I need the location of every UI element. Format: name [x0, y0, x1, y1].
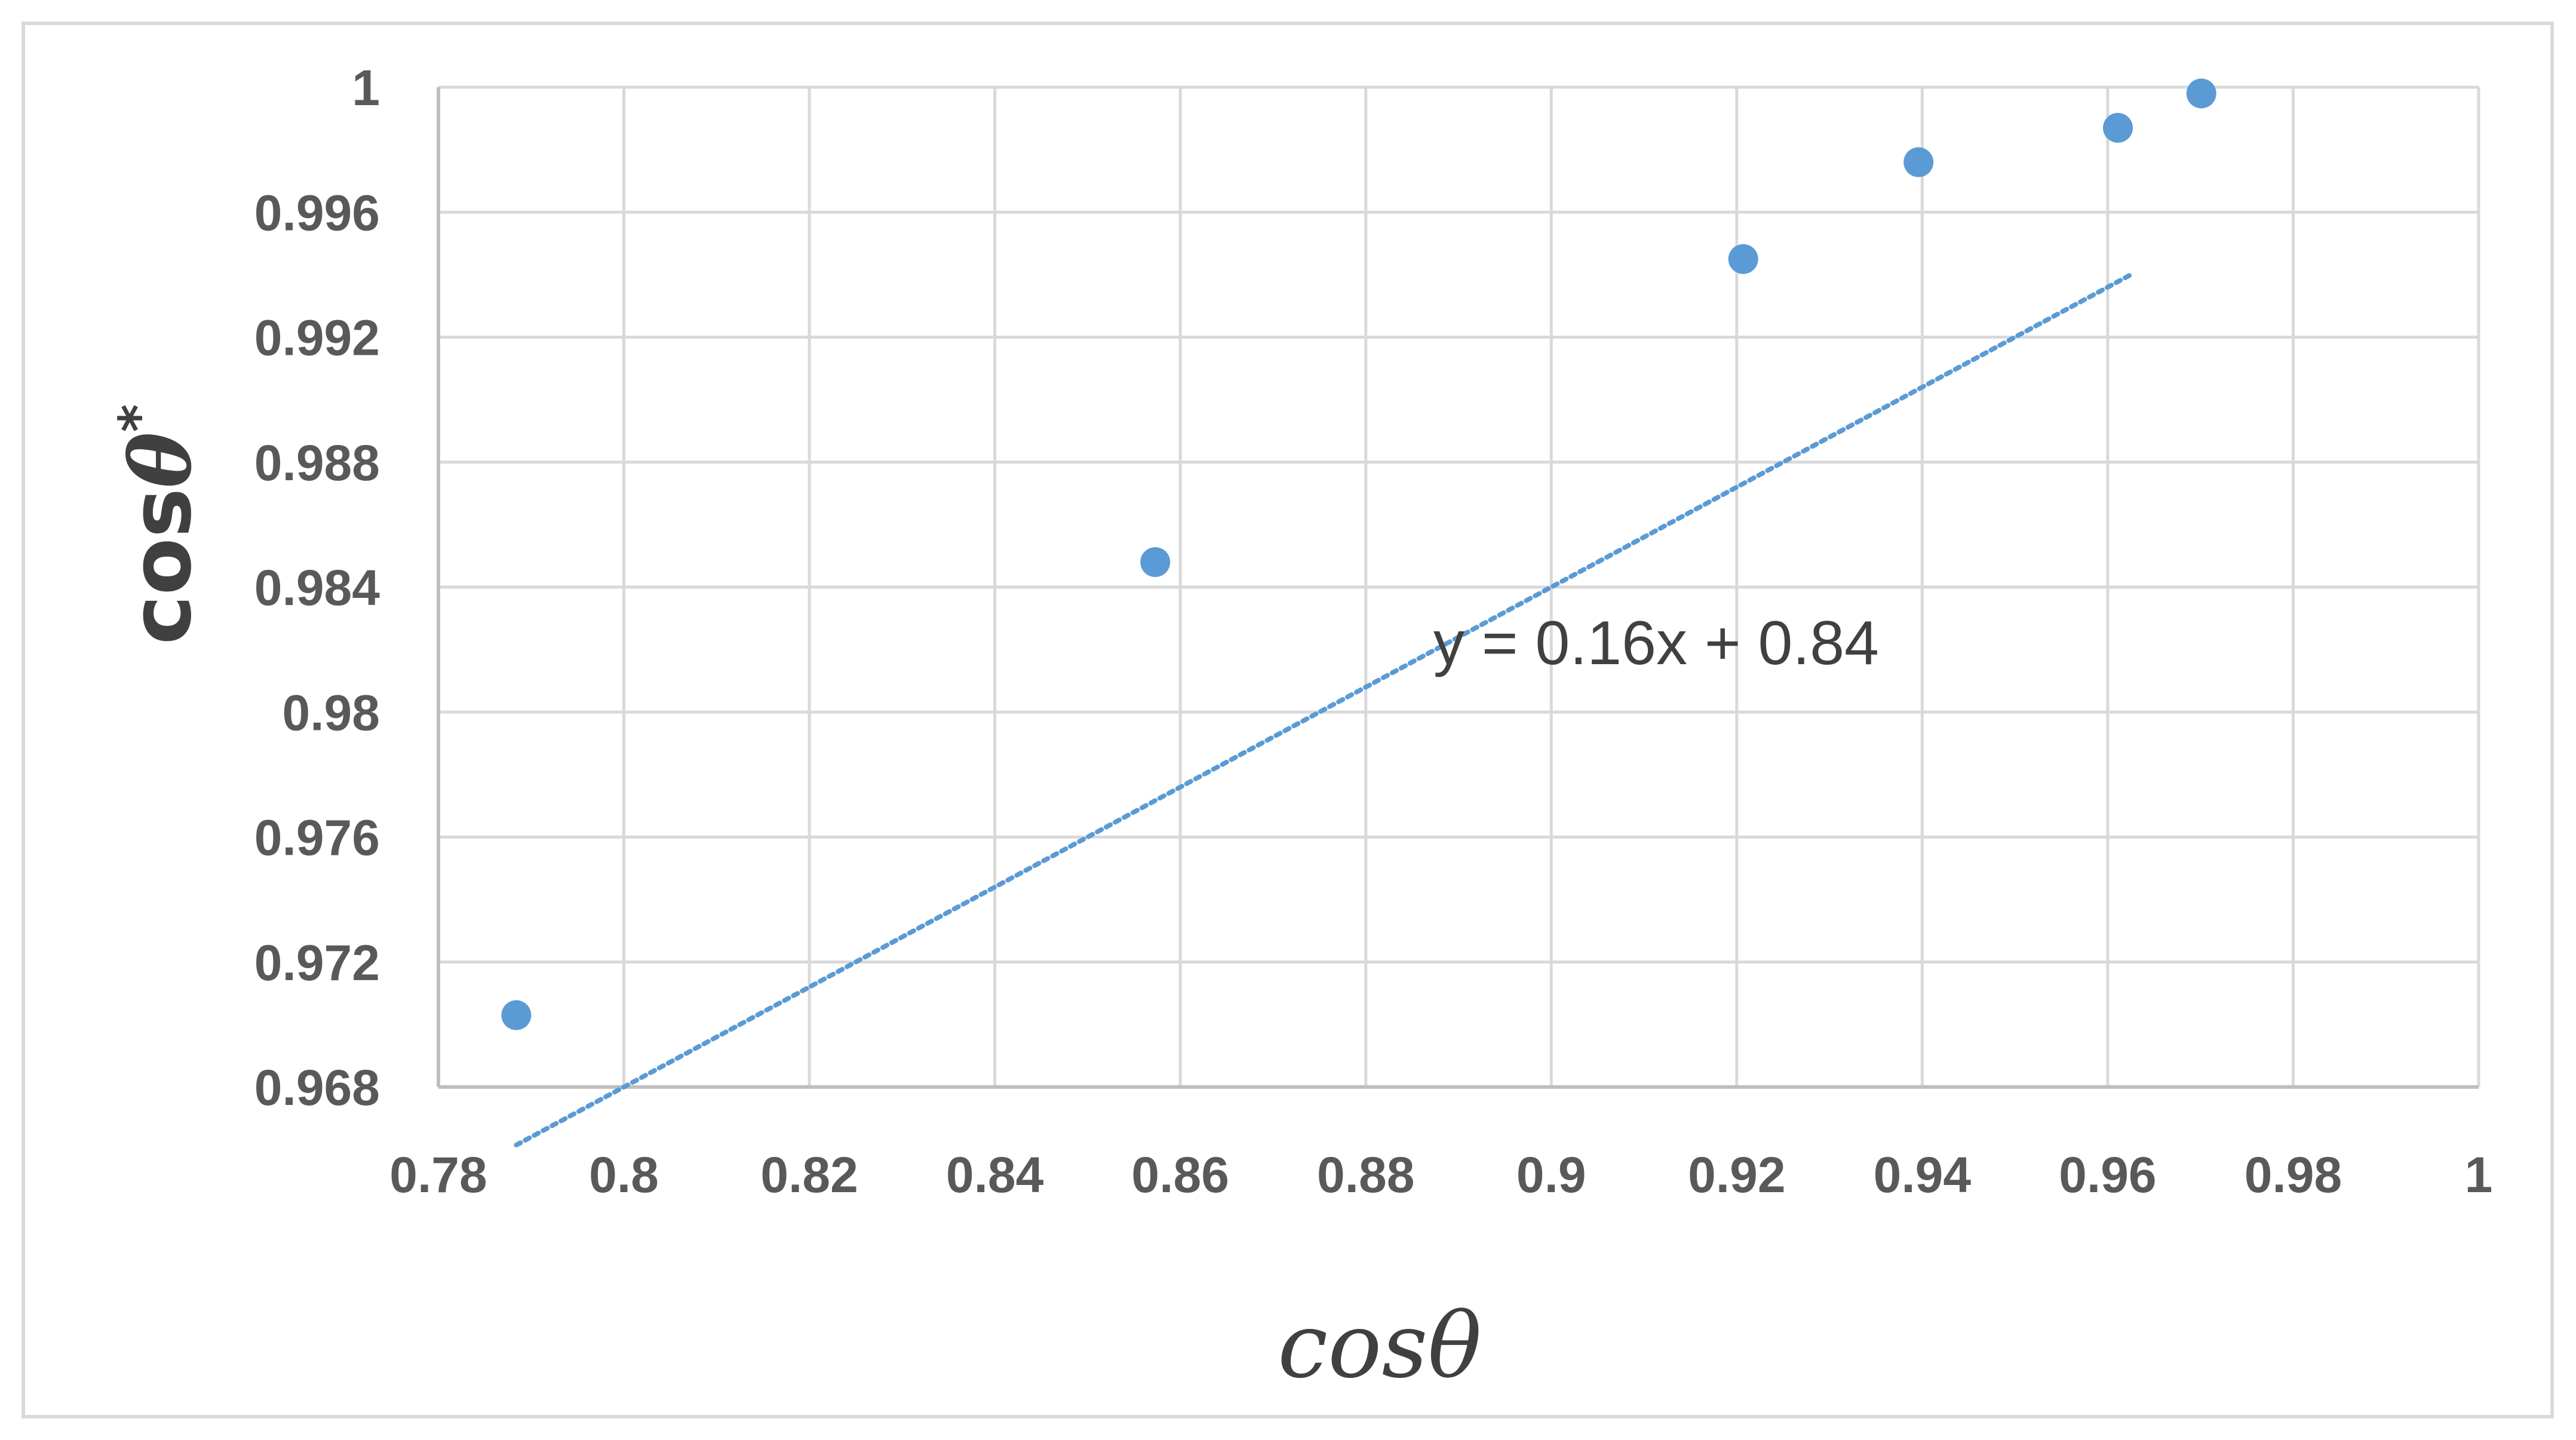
y-tick-label: 0.988	[254, 435, 380, 491]
x-tick-label: 0.96	[2059, 1147, 2157, 1203]
y-tick-label: 0.976	[254, 810, 380, 866]
tick-labels: 0.78 0.8 0.82 0.84 0.86 0.88 0.9 0.92 0.94 0.96 0.…	[254, 60, 2493, 1203]
y-tick-label: 0.992	[254, 310, 380, 366]
trendline	[514, 271, 2135, 1148]
data-point	[2102, 113, 2133, 143]
x-tick-label: 0.86	[1131, 1147, 1229, 1203]
data-point	[501, 1000, 532, 1030]
y-axis-title-superscript: *	[108, 404, 170, 432]
data-points	[501, 78, 2216, 1030]
y-tick-label: 0.996	[254, 185, 380, 241]
x-tick-label: 0.84	[946, 1147, 1044, 1203]
y-tick-label: 0.968	[254, 1060, 380, 1116]
axes	[437, 87, 2479, 1089]
y-tick-label: 1	[352, 60, 380, 116]
x-tick-label: 0.88	[1317, 1147, 1415, 1203]
x-tick-label: 0.78	[389, 1147, 487, 1203]
data-point	[1728, 244, 1758, 274]
trendline-equation: y = 0.16x + 0.84	[1433, 609, 1879, 678]
data-point	[1903, 147, 1934, 177]
trendline-line	[514, 271, 2135, 1148]
y-tick-label: 0.98	[283, 684, 380, 741]
x-tick-label: 0.82	[760, 1147, 858, 1203]
data-point	[1140, 547, 1171, 578]
y-axis-title-base: cos	[113, 488, 210, 645]
x-tick-label: 0.98	[2245, 1147, 2342, 1203]
x-tick-label: 0.9	[1516, 1147, 1586, 1203]
x-tick-label: 1	[2465, 1147, 2493, 1203]
y-tick-label: 0.984	[254, 560, 380, 616]
y-axis-title-theta: θ	[112, 432, 210, 488]
y-axis-title: cosθ*	[108, 404, 210, 645]
x-tick-label: 0.94	[1874, 1147, 1972, 1203]
grid	[438, 85, 2480, 1087]
x-tick-label: 0.8	[589, 1147, 659, 1203]
data-point	[2186, 78, 2216, 109]
chart-frame	[22, 22, 2554, 1418]
x-axis-title: cosθ	[1278, 1294, 1482, 1398]
x-tick-label: 0.92	[1688, 1147, 1786, 1203]
y-tick-label: 0.972	[254, 935, 380, 991]
